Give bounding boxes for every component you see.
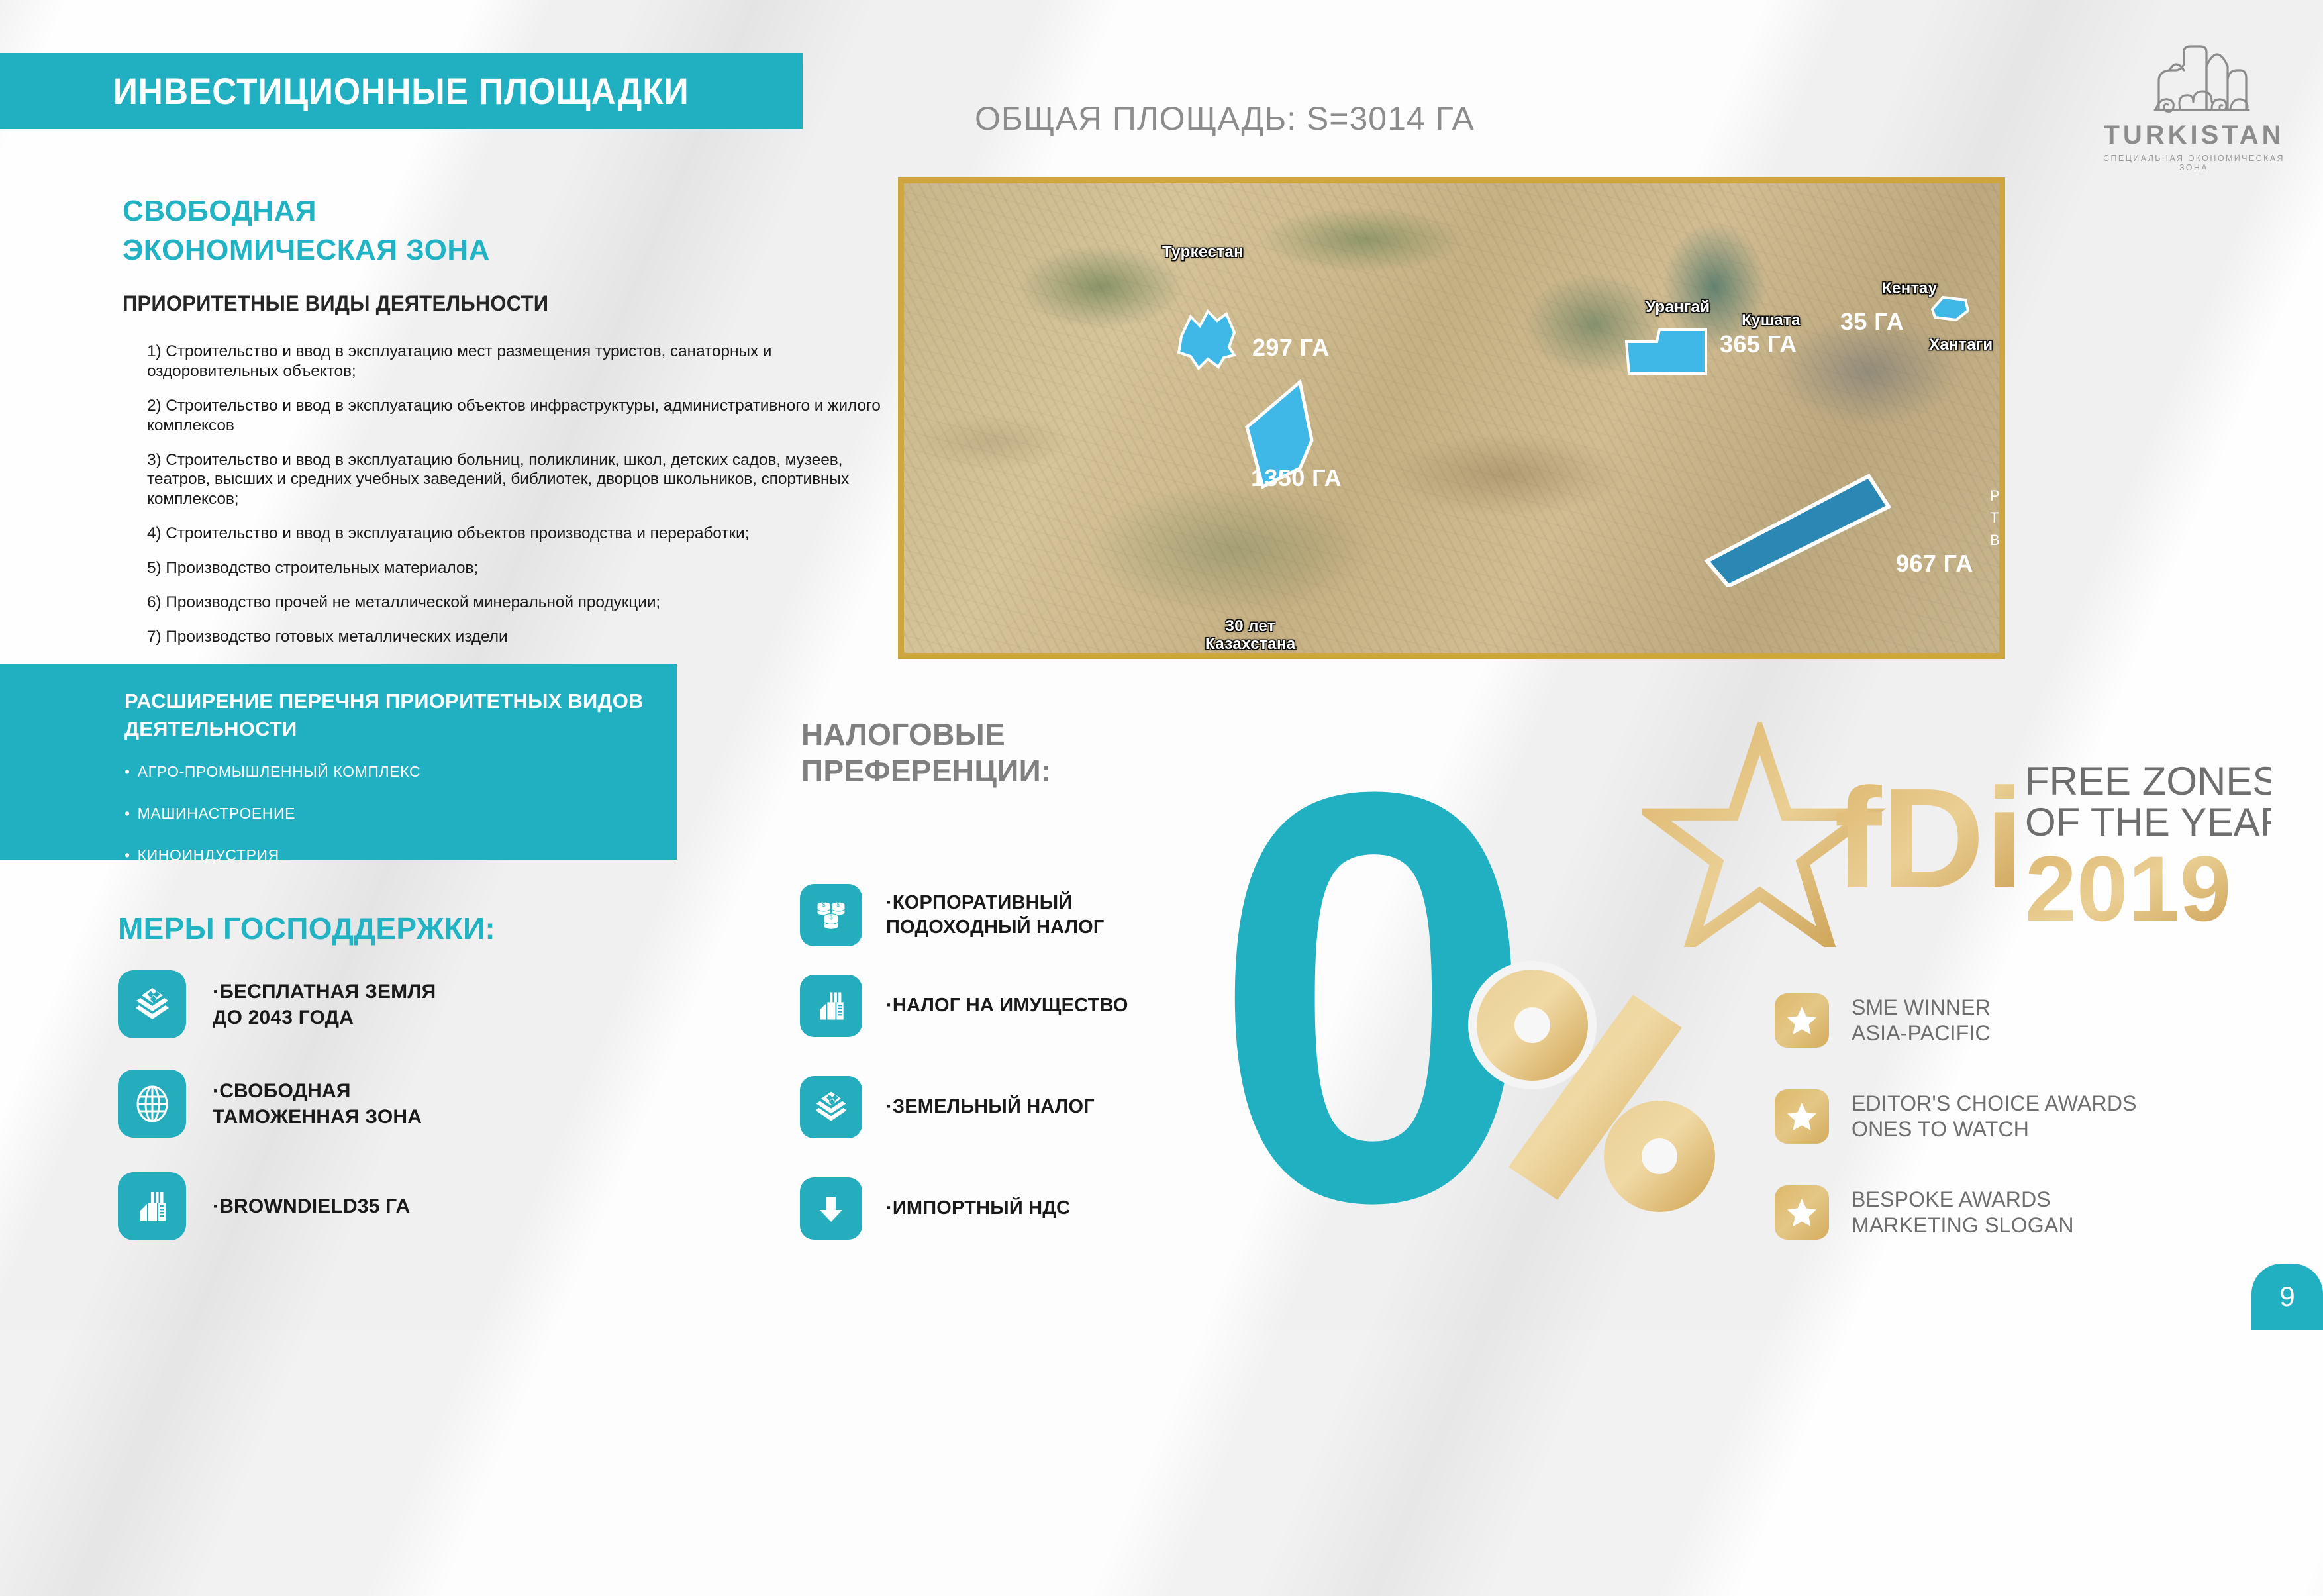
star-icon bbox=[1775, 1089, 1829, 1144]
map-satellite-image bbox=[904, 183, 1999, 653]
fdi-award-logo: fDi FREE ZONES OF THE YEAR 2019 bbox=[1642, 722, 2271, 947]
expansion-list: АГРО-ПРОМЫШЛЕННЫЙ КОМПЛЕКС МАШИНАСТРОЕНИ… bbox=[124, 763, 420, 888]
coins-icon: $ $ $ bbox=[800, 884, 862, 946]
award-item-label: BESPOKE AWARDS MARKETING SLOGAN bbox=[1852, 1187, 2074, 1237]
map-plot-label-1350: 1350 ГА bbox=[1251, 464, 1342, 491]
list-item: 6) Производство прочей не металлической … bbox=[147, 593, 661, 611]
page-title: ИНВЕСТИЦИОННЫЕ ПЛОЩАДКИ bbox=[113, 70, 689, 112]
map-city-kushata: Кушата bbox=[1742, 311, 1801, 329]
factory-icon bbox=[118, 1172, 186, 1240]
list-item: КИНОИНДУСТРИЯ bbox=[124, 846, 420, 864]
map-city-khantagi: Хантаги bbox=[1929, 336, 1993, 354]
list-item: 2) Строительство и ввод в эксплуатацию о… bbox=[147, 396, 881, 434]
expansion-panel: РАСШИРЕНИЕ ПЕРЕЧНЯ ПРИОРИТЕТНЫХ ВИДОВ ДЕ… bbox=[0, 664, 677, 864]
support-item-label: ·СВОБОДНАЯ ТАМОЖЕННАЯ ЗОНА bbox=[213, 1079, 422, 1128]
map-plot-label-35: 35 ГА bbox=[1840, 308, 1904, 335]
support-item-label: ·БЕСПЛАТНАЯ ЗЕМЛЯ ДО 2043 ГОДА bbox=[213, 980, 436, 1028]
support-item-free-land: ·БЕСПЛАТНАЯ ЗЕМЛЯ ДО 2043 ГОДА bbox=[118, 970, 436, 1038]
state-support-heading: МЕРЫ ГОСПОДДЕРЖКИ: bbox=[118, 911, 495, 946]
arrow-down-icon bbox=[800, 1177, 862, 1240]
slide-title-bar: ИНВЕСТИЦИОННЫЕ ПЛОЩАДКИ bbox=[0, 53, 803, 129]
award-item-bespoke: BESPOKE AWARDS MARKETING SLOGAN bbox=[1775, 1185, 2074, 1240]
award-item-sme-winner: SME WINNER ASIA-PACIFIC bbox=[1775, 993, 1991, 1048]
map-plot-label-967: 967 ГА bbox=[1896, 550, 1973, 577]
list-item: 4) Строительство и ввод в эксплуатацию о… bbox=[147, 524, 750, 543]
map-city-kentau: Кентау bbox=[1882, 279, 1938, 297]
tax-item-property: ·НАЛОГ НА ИМУЩЕСТВО bbox=[800, 975, 1128, 1037]
tax-item-label: ·ЗЕМЕЛЬНЫЙ НАЛОГ bbox=[886, 1096, 1095, 1118]
logo-name: TURKISTAN bbox=[2103, 121, 2285, 150]
fdi-wordmark: fDi bbox=[1834, 758, 2024, 918]
list-item: 5) Производство строительных материалов; bbox=[147, 559, 479, 577]
map-plot-label-365: 365 ГА bbox=[1720, 330, 1797, 358]
globe-icon bbox=[118, 1070, 186, 1138]
map-plot-365[interactable] bbox=[1622, 324, 1712, 381]
tax-item-import-vat: ·ИМПОРТНЫЙ НДС bbox=[800, 1177, 1070, 1240]
tax-item-corporate-income: $ $ $ ·КОРПОРАТИВНЫЙ ПОДОХОДНЫЙ НАЛОГ bbox=[800, 884, 1105, 946]
total-area-label: ОБЩАЯ ПЛОЩАДЬ: S=3014 ГА bbox=[975, 100, 1475, 137]
list-item: АГРО-ПРОМЫШЛЕННЫЙ КОМПЛЕКС bbox=[124, 763, 420, 781]
list-item: 3) Строительство и ввод в эксплуатацию б… bbox=[147, 450, 850, 509]
map-city-30-let-kazakhstana: 30 лет Казахстана bbox=[1205, 617, 1296, 654]
logo-subtitle: СПЕЦИАЛЬНАЯ ЭКОНОМИЧЕСКАЯ ЗОНА bbox=[2103, 154, 2285, 172]
star-icon bbox=[1775, 1185, 1829, 1240]
award-item-label: EDITOR'S CHOICE AWARDS ONES TO WATCH bbox=[1852, 1091, 2137, 1141]
tax-item-label: ·КОРПОРАТИВНЫЙ ПОДОХОДНЫЙ НАЛОГ bbox=[886, 891, 1105, 938]
tax-item-label: ·НАЛОГ НА ИМУЩЕСТВО bbox=[886, 995, 1128, 1017]
map-terrain-texture bbox=[904, 183, 1999, 653]
map-city-turkestan: Туркестан bbox=[1162, 243, 1244, 261]
fdi-line1: FREE ZONES bbox=[2025, 759, 2271, 803]
support-item-label: ·BROWNDIELD35 ГА bbox=[213, 1195, 411, 1217]
support-item-brownfield: ·BROWNDIELD35 ГА bbox=[118, 1172, 410, 1240]
turkistan-mausoleum-icon bbox=[2153, 45, 2250, 113]
map-plot-967[interactable] bbox=[1702, 468, 1914, 587]
fdi-line2: OF THE YEAR bbox=[2025, 800, 2271, 844]
zero-percent-graphic: 0 bbox=[1212, 735, 1755, 1285]
svg-text:$: $ bbox=[829, 914, 832, 921]
fdi-year: 2019 bbox=[2025, 836, 2231, 940]
layers-icon bbox=[800, 1076, 862, 1138]
award-item-editors-choice: EDITOR'S CHOICE AWARDS ONES TO WATCH bbox=[1775, 1089, 2137, 1144]
turkistan-logo: TURKISTAN СПЕЦИАЛЬНАЯ ЭКОНОМИЧЕСКАЯ ЗОНА bbox=[2095, 40, 2293, 172]
map-plot-1350[interactable] bbox=[1222, 375, 1331, 501]
sez-title-line1: СВОБОДНАЯ bbox=[123, 195, 317, 227]
tax-preferences-heading: НАЛОГОВЫЕ ПРЕФЕРЕНЦИИ: bbox=[801, 717, 1052, 789]
award-item-label: SME WINNER ASIA-PACIFIC bbox=[1852, 995, 1991, 1045]
page-number-badge: 9 bbox=[2251, 1264, 2323, 1330]
map-plot-label-297: 297 ГА bbox=[1252, 334, 1330, 361]
expansion-heading: РАСШИРЕНИЕ ПЕРЕЧНЯ ПРИОРИТЕТНЫХ ВИДОВ ДЕ… bbox=[124, 689, 644, 741]
list-item: МАШИНАСТРОЕНИЕ bbox=[124, 805, 420, 823]
svg-text:$: $ bbox=[822, 901, 825, 908]
priority-activities-heading: ПРИОРИТЕТНЫЕ ВИДЫ ДЕЯТЕЛЬНОСТИ bbox=[123, 291, 549, 315]
map-overlay: Туркестан Урангай Кушата Кентау Хантаги … bbox=[904, 183, 1999, 653]
tax-item-label: ·ИМПОРТНЫЙ НДС bbox=[886, 1197, 1071, 1219]
list-item: 1) Строительство и ввод в эксплуатацию м… bbox=[147, 342, 772, 380]
svg-text:$: $ bbox=[836, 901, 840, 908]
map-plot-35[interactable] bbox=[1927, 293, 1973, 326]
tax-item-land: ·ЗЕМЕЛЬНЫЙ НАЛОГ bbox=[800, 1076, 1095, 1138]
satellite-map[interactable]: Туркестан Урангай Кушата Кентау Хантаги … bbox=[898, 177, 2005, 659]
map-plot-297[interactable] bbox=[1171, 306, 1250, 375]
star-icon bbox=[1642, 722, 1887, 947]
list-item: 7) Производство готовых металлических из… bbox=[147, 627, 508, 646]
sez-title-line2: ЭКОНОМИЧЕСКАЯ ЗОНА bbox=[123, 233, 490, 266]
support-item-customs-zone: ·СВОБОДНАЯ ТАМОЖЕННАЯ ЗОНА bbox=[118, 1070, 422, 1138]
page-number: 9 bbox=[2279, 1281, 2295, 1312]
factory-icon bbox=[800, 975, 862, 1037]
priority-activities-list: 1) Строительство и ввод в эксплуатацию м… bbox=[121, 342, 882, 662]
sez-title: СВОБОДНАЯ ЭКОНОМИЧЕСКАЯ ЗОНА bbox=[123, 192, 718, 270]
map-city-urangay: Урангай bbox=[1646, 298, 1710, 316]
star-icon bbox=[1775, 993, 1829, 1048]
map-expansion-note: РАСШИРЕНИЕ ТЕРРИТОРИИ В 2020 ГОДУ bbox=[1990, 487, 2001, 548]
layers-icon bbox=[118, 970, 186, 1038]
